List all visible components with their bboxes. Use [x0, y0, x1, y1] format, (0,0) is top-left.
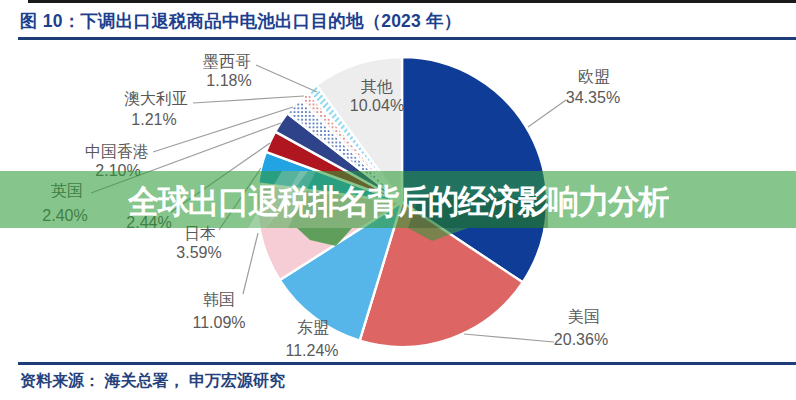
report-figure: 图 10：下调出口退税商品中电池出口目的地（2023 年） 欧盟34.35%美国… — [0, 0, 796, 400]
source-note: 资料来源： 海关总署， 申万宏源研究 — [20, 371, 285, 392]
footer-divider — [18, 362, 796, 365]
banner-facet — [408, 228, 468, 241]
banner-headline: 全球出口退税排名背后的经济影响力分析 — [128, 185, 668, 218]
banner-facet — [297, 228, 352, 246]
